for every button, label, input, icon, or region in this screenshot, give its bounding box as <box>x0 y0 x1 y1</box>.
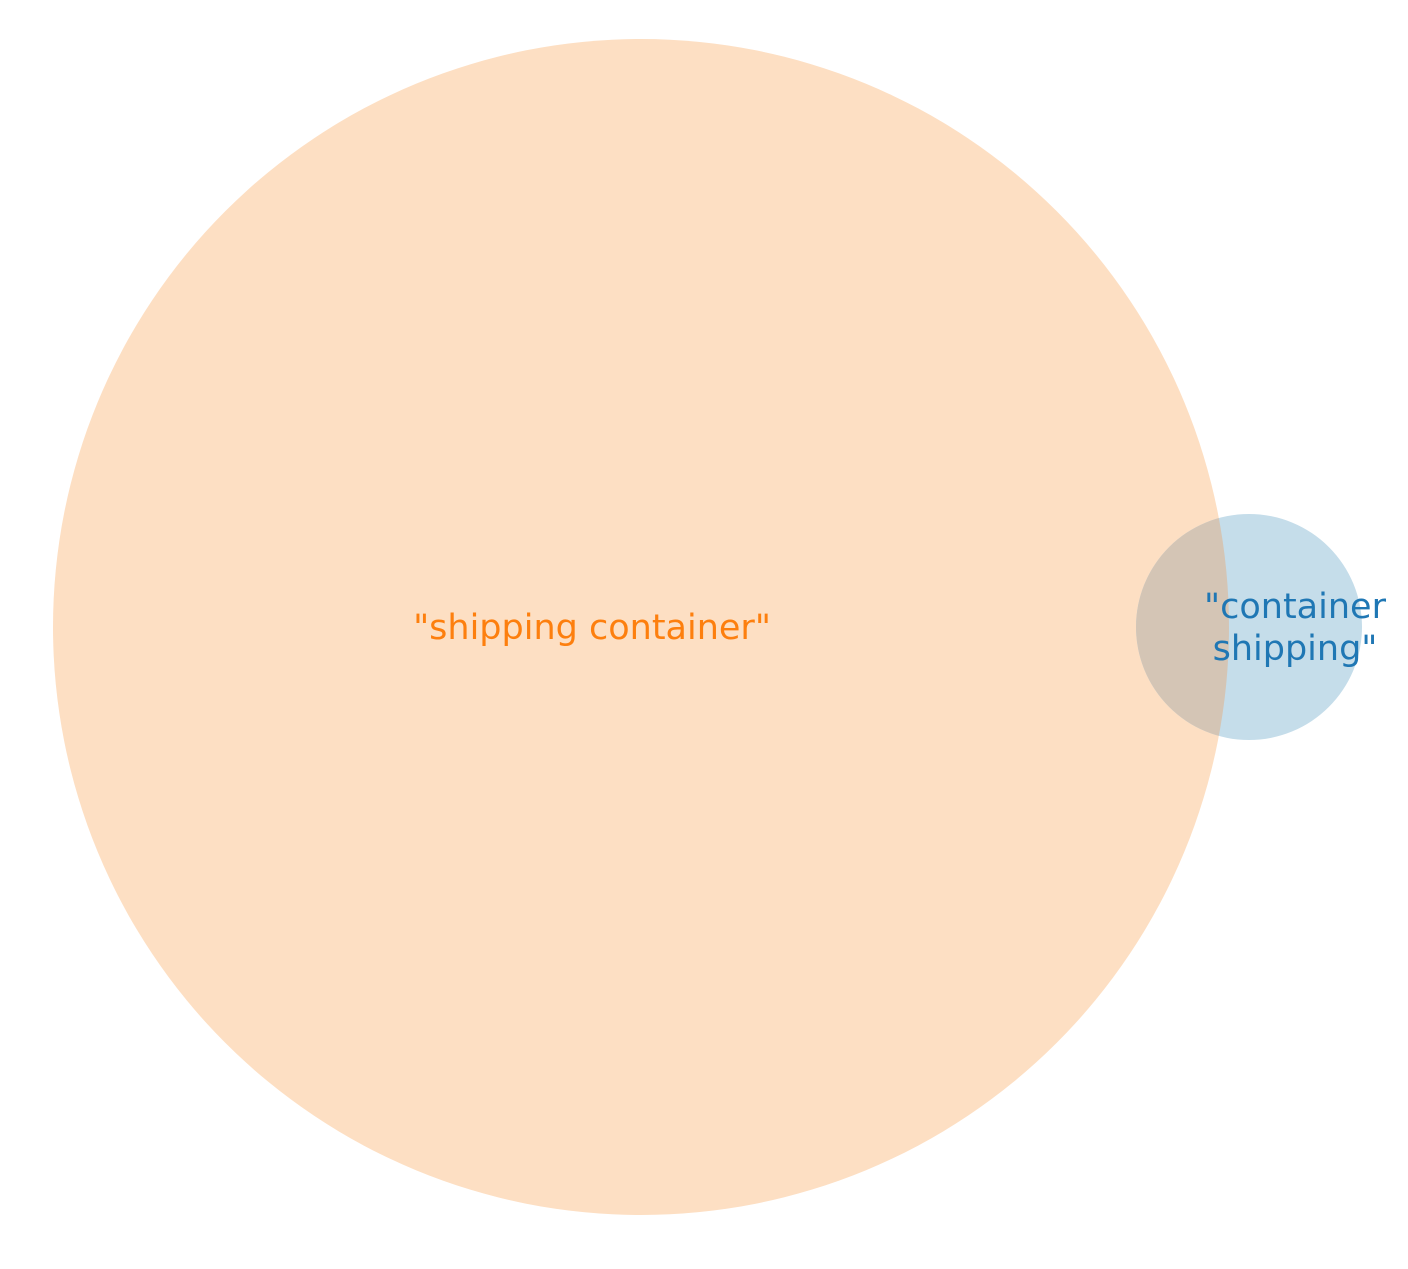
set-label-shipping-container: "shipping container" <box>413 608 771 648</box>
set-circle-shipping-container[interactable] <box>53 39 1229 1215</box>
set-intersection <box>1136 514 1229 740</box>
set-label-container-shipping-line2: shipping" <box>1213 629 1378 669</box>
set-label-container-shipping-line1: "container <box>1204 587 1387 627</box>
